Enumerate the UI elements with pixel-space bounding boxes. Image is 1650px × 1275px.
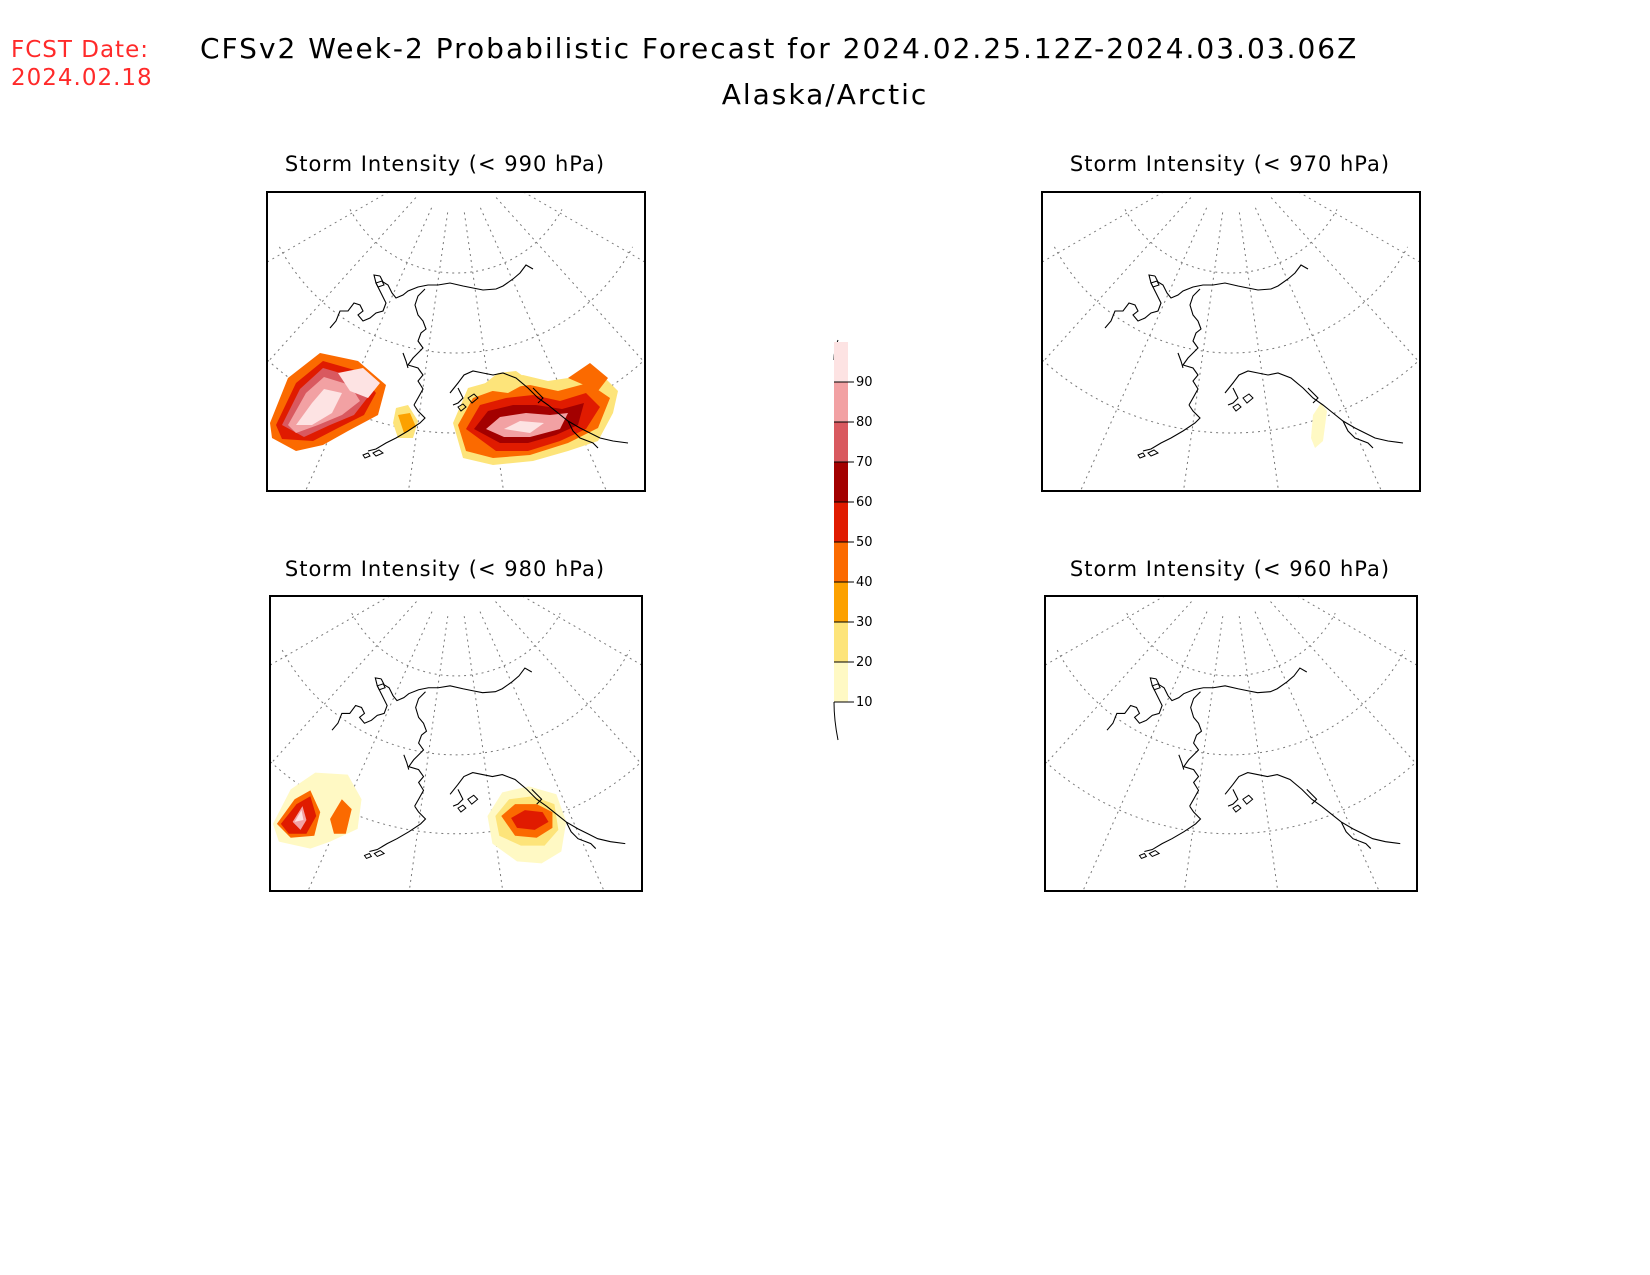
colorbar-tick-label: 40 [856, 575, 873, 590]
colorbar-tick-label: 80 [856, 415, 873, 430]
forecast-date-value: 2024.02.18 [11, 65, 153, 91]
coastline [331, 667, 626, 853]
colorbar-tick-label: 90 [856, 375, 873, 390]
map-panel-970 [1041, 191, 1421, 492]
probability-contour [330, 799, 352, 834]
panel-title-990: Storm Intensity (< 990 hPa) [284, 152, 606, 176]
colorbar-swatch [834, 342, 848, 382]
panel-title-960: Storm Intensity (< 960 hPa) [1069, 557, 1391, 581]
panel-title-970: Storm Intensity (< 970 hPa) [1069, 152, 1391, 176]
probability-contour [504, 421, 544, 433]
colorbar-tick-label: 60 [856, 495, 873, 510]
probability-contour [1311, 403, 1327, 448]
probability-contour [296, 389, 342, 425]
coastline [329, 264, 629, 452]
colorbar-tick-label: 70 [856, 455, 873, 470]
probability-contour [511, 810, 549, 830]
colorbar-tick-label: 30 [856, 615, 873, 630]
colorbar-tick-label: 50 [856, 535, 873, 550]
colorbar-tick-label: 10 [856, 695, 873, 710]
probability-contour [398, 413, 416, 433]
panel-title-980: Storm Intensity (< 980 hPa) [284, 557, 606, 581]
page-subtitle: Alaska/Arctic [721, 78, 929, 111]
coastline [1104, 264, 1404, 452]
probability-contour [568, 363, 608, 391]
colorbar-swatch [834, 462, 848, 502]
colorbar-swatch [834, 622, 848, 662]
map-panel-960 [1044, 595, 1418, 892]
colorbar-swatch [834, 662, 848, 702]
probability-contour [478, 371, 530, 393]
colorbar-tick-label: 20 [856, 655, 873, 670]
colorbar-swatch [834, 502, 848, 542]
probability-contour [338, 368, 380, 398]
colorbar-swatch [834, 422, 848, 462]
map-panel-980 [269, 595, 643, 892]
probability-colorbar: 10 20 30 40 50 60 70 80 90 [833, 339, 873, 741]
coastline [1106, 667, 1401, 853]
forecast-date-label: FCST Date: [11, 37, 149, 63]
map-panel-990 [266, 191, 646, 492]
probability-contour [294, 810, 304, 822]
colorbar-swatch [834, 582, 848, 622]
colorbar-swatch [834, 382, 848, 422]
colorbar-swatch [834, 542, 848, 582]
forecast-date: FCST Date: 2024.02.18 [11, 36, 153, 92]
page-title: CFSv2 Week-2 Probabilistic Forecast for … [200, 32, 1359, 65]
